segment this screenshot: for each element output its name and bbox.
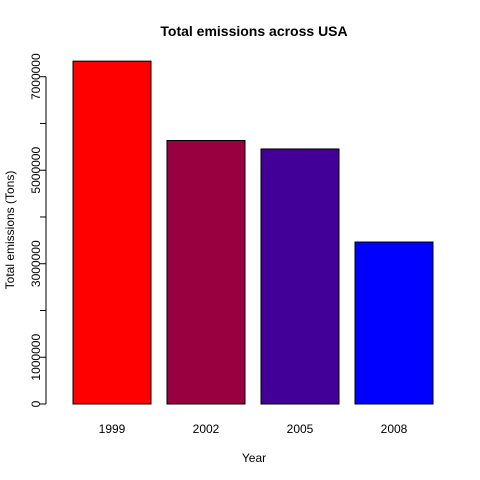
y-tick-label-5000000: 5000000 xyxy=(29,147,43,194)
y-axis: 0 1000000 3000000 5000000 7000000 xyxy=(29,53,47,407)
y-tick-label-7000000: 7000000 xyxy=(29,53,43,100)
x-tick-label-1999: 1999 xyxy=(99,422,126,436)
y-tick-label-3000000: 3000000 xyxy=(29,240,43,287)
bar-2008 xyxy=(354,241,434,405)
chart-title: Total emissions across USA xyxy=(160,23,347,39)
bars-group xyxy=(72,60,434,405)
y-tick-label-0: 0 xyxy=(29,400,43,407)
x-tick-labels: 1999 2002 2005 2008 xyxy=(99,422,408,436)
x-tick-label-2008: 2008 xyxy=(381,422,408,436)
bar-2002 xyxy=(166,139,246,405)
y-tick-label-1000000: 1000000 xyxy=(29,334,43,381)
bar-2005 xyxy=(260,148,340,405)
x-tick-label-2005: 2005 xyxy=(287,422,314,436)
y-axis-label: Total emissions (Tons) xyxy=(3,171,17,290)
x-axis-label: Year xyxy=(242,451,266,465)
x-tick-label-2002: 2002 xyxy=(193,422,220,436)
bar-1999 xyxy=(72,60,152,405)
